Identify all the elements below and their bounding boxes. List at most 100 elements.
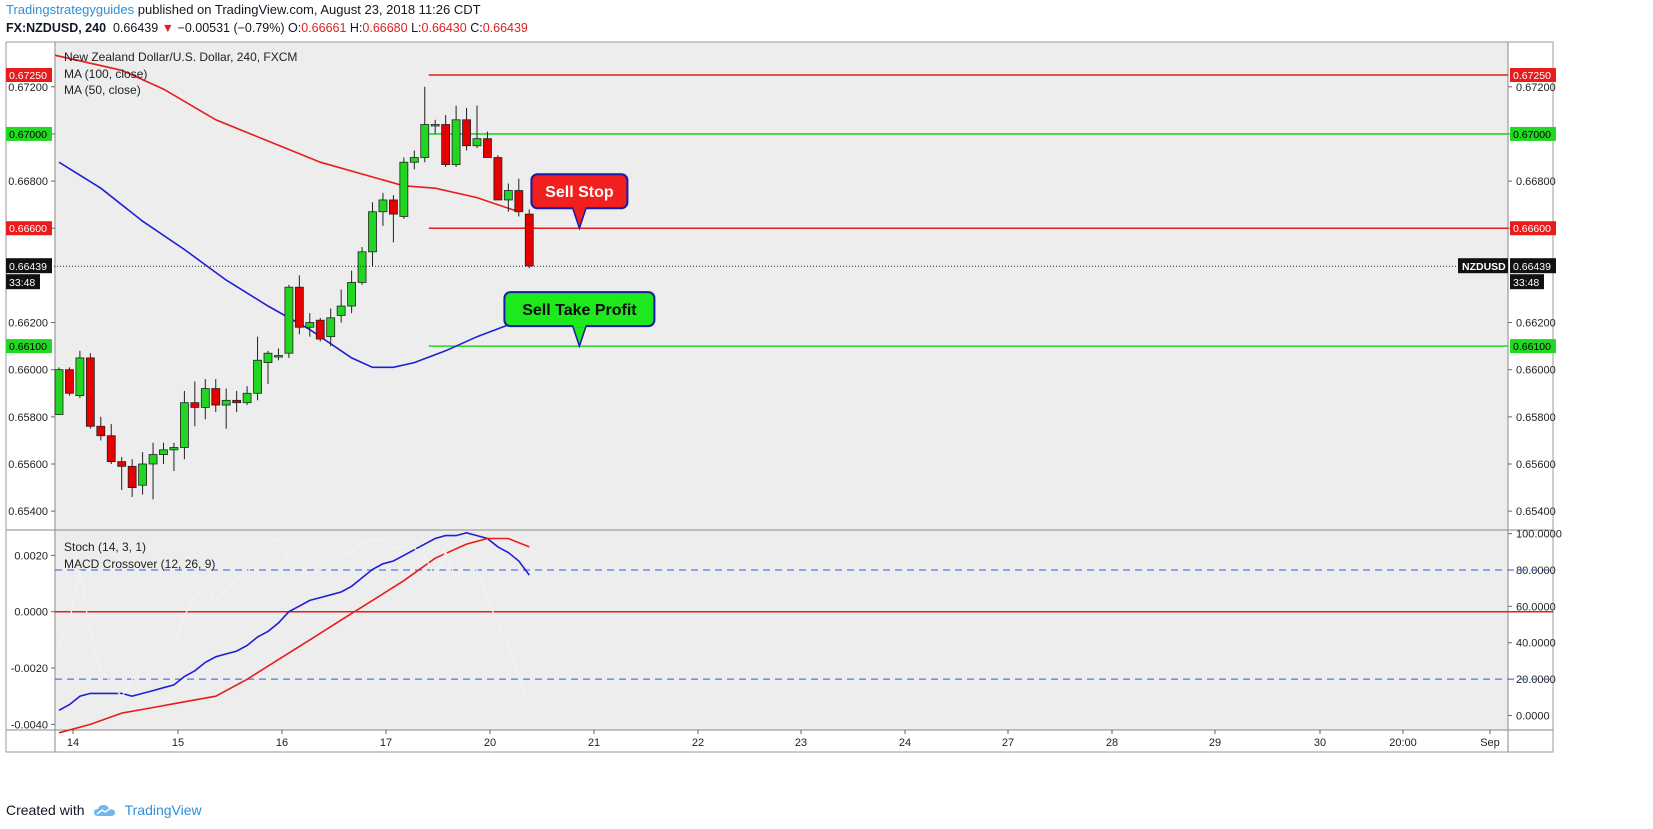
down-arrow-icon: ▼ (161, 21, 175, 35)
x-tick-label: 23 (795, 737, 807, 749)
candle-body (138, 463, 148, 486)
tradingview-link[interactable]: TradingView (124, 802, 202, 818)
x-tick-label: 17 (380, 737, 392, 749)
candle-body (274, 355, 283, 358)
candle-body (127, 465, 137, 488)
candle-body (326, 317, 336, 338)
y-tick-label-left: 0.66800 (8, 176, 48, 188)
open-label: O: (288, 21, 302, 35)
level-tag-right-text: 0.67000 (1513, 129, 1551, 141)
countdown-right-text: 33:48 (1513, 277, 1539, 289)
osc-right-tick-label: 40.0000 (1516, 638, 1556, 650)
level-tag-right (1510, 68, 1556, 83)
y-tick-label-left: 0.65800 (8, 412, 48, 424)
level-tag-right (1510, 126, 1556, 141)
candle-body (106, 435, 116, 463)
y-tick-label-left: 0.65600 (8, 459, 48, 471)
y-tick-label-right: 0.65600 (1516, 459, 1556, 471)
level-tag-left (6, 339, 52, 354)
footer: Created with TradingView (6, 802, 202, 818)
candles (54, 86, 534, 500)
x-tick-label: 28 (1106, 737, 1118, 749)
osc-right-tick-label: 60.0000 (1516, 601, 1556, 613)
x-tick-label: 29 (1209, 737, 1221, 749)
chart-header: Tradingstrategyguides published on Tradi… (6, 2, 481, 17)
callout-join (573, 323, 586, 328)
y-tick-label-left: 0.65400 (8, 506, 48, 518)
osc-left-tick-label: -0.0040 (11, 719, 48, 731)
candle-body (336, 305, 346, 316)
level-tag-left-text: 0.67250 (9, 70, 47, 82)
countdown-left-text: 33:48 (9, 277, 35, 289)
legend-macd: MACD Crossover (12, 26, 9) (64, 557, 215, 571)
legend-ma50: MA (50, close) (64, 83, 141, 97)
osc-right-tick-label: 0.0000 (1516, 710, 1550, 722)
moving-averages (55, 54, 530, 369)
candle-body (524, 213, 534, 267)
chart-frame (5, 41, 1554, 753)
stoch-line (58, 538, 530, 712)
x-tick-label: 27 (1002, 737, 1014, 749)
publisher-link[interactable]: Tradingstrategyguides (6, 2, 135, 17)
y-tick-label-right: 0.66200 (1516, 318, 1556, 330)
oscillator-pane (55, 530, 1508, 730)
osc-left-tick-label: -0.0020 (11, 663, 48, 675)
x-tick-label: 22 (692, 737, 704, 749)
level-tag-right-text: 0.66600 (1513, 223, 1551, 235)
candle-body (221, 399, 231, 406)
close-label: C: (470, 21, 483, 35)
price-pane (55, 42, 1508, 530)
candle-body (420, 124, 430, 158)
chart-canvas[interactable]: 0.65400 0.65400 0.65600 0.65600 0.65800 0.658… (0, 0, 1653, 800)
close-value: 0.66439 (482, 21, 528, 35)
level-tag-left (6, 126, 52, 141)
candle-body (211, 388, 221, 406)
chart-title: New Zealand Dollar/U.S. Dollar, 240, FXC… (64, 50, 297, 64)
x-tick-label: 24 (899, 737, 911, 749)
created-with-label: Created with (6, 802, 85, 818)
candle-body (514, 190, 524, 213)
tradingview-cloud-icon (93, 805, 115, 816)
x-tick-label: 20 (484, 737, 496, 749)
last-price: 0.66439 (112, 21, 159, 35)
x-tick-label: 20:00 (1389, 737, 1417, 749)
candle-body (54, 369, 64, 415)
y-tick-label-right: 0.66800 (1516, 176, 1556, 188)
candle-body (357, 251, 367, 283)
osc-left-tick-label: 0.0000 (14, 607, 48, 619)
osc-right-tick-label: 80.0000 (1516, 565, 1556, 577)
symbol-tag-text: NZDUSD (1462, 261, 1506, 273)
macd-line (58, 531, 530, 712)
y-tick-label-left: 0.67200 (8, 82, 48, 94)
last-price-tag-left (6, 258, 52, 274)
candle-body (493, 157, 503, 201)
level-tag-left (6, 221, 52, 236)
callout-join (573, 205, 586, 210)
candle-body (315, 319, 325, 340)
x-tick-label: Sep (1480, 737, 1500, 749)
candle-body (462, 119, 471, 147)
published-text: published on TradingView.com, August 23,… (137, 2, 481, 17)
callout-text: Sell Take Profit (522, 302, 637, 319)
x-tick-label: 15 (172, 737, 184, 749)
y-tick-label-right: 0.66000 (1516, 365, 1556, 377)
candle-body (388, 199, 398, 215)
osc-right-tick-label: 100.0000 (1516, 529, 1562, 541)
candle-body (441, 124, 451, 165)
candle-body (159, 449, 168, 455)
candle-body (85, 357, 95, 427)
last-price-tag-left-text: 0.66439 (9, 261, 47, 273)
last-price-tag-right-text: 0.66439 (1513, 261, 1551, 273)
high-label: H: (349, 21, 363, 35)
y-tick-label-left: 0.66000 (8, 365, 48, 377)
candle-body (232, 399, 242, 404)
candle-body (117, 461, 127, 467)
countdown-tag-right (1510, 274, 1544, 290)
candle-body (75, 357, 85, 397)
candle-body (148, 454, 158, 465)
candle-body (263, 352, 273, 364)
candle-body (179, 402, 189, 448)
candle-body (242, 392, 252, 404)
candle-body (305, 322, 315, 328)
level-tag-left-text: 0.67000 (9, 129, 47, 141)
